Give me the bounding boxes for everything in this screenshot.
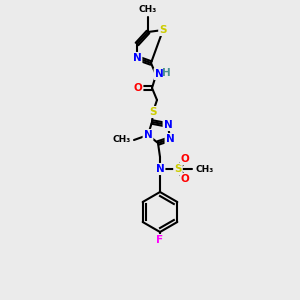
Text: N: N (156, 164, 164, 174)
Text: O: O (181, 154, 189, 164)
Text: O: O (134, 83, 142, 93)
Text: N: N (164, 120, 172, 130)
Text: CH₃: CH₃ (139, 5, 157, 14)
Text: N: N (144, 130, 152, 140)
Text: S: S (174, 164, 182, 174)
Text: H: H (162, 68, 170, 78)
Text: N: N (154, 69, 164, 79)
Text: N: N (133, 53, 141, 63)
Text: O: O (181, 174, 189, 184)
Text: S: S (159, 25, 167, 35)
Text: CH₃: CH₃ (113, 136, 131, 145)
Text: CH₃: CH₃ (195, 164, 213, 173)
Text: F: F (156, 235, 164, 245)
Text: N: N (166, 134, 174, 144)
Text: S: S (149, 107, 157, 117)
